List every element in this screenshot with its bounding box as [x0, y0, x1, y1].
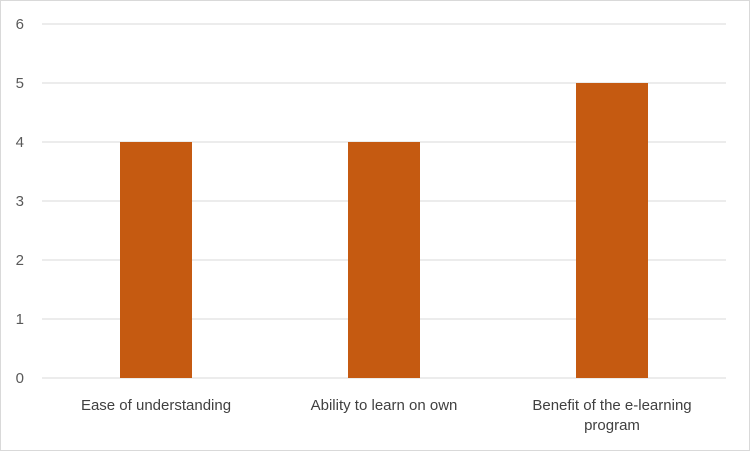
x-tick-label: Ability to learn on own — [311, 397, 458, 414]
y-tick-label: 2 — [16, 252, 24, 269]
x-tick-label: program — [584, 417, 640, 434]
y-tick-label: 0 — [16, 370, 24, 387]
y-tick-label: 6 — [16, 16, 24, 33]
y-tick-label: 1 — [16, 311, 24, 328]
y-tick-label: 5 — [16, 75, 24, 92]
x-tick-label: Benefit of the e-learning — [532, 397, 691, 414]
bar — [576, 83, 648, 378]
y-tick-label: 4 — [16, 134, 24, 151]
x-tick-label: Ease of understanding — [81, 397, 231, 414]
bar — [348, 142, 420, 378]
bar — [120, 142, 192, 378]
y-tick-label: 3 — [16, 193, 24, 210]
